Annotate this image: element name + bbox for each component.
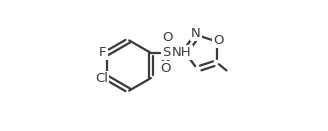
Text: O: O (214, 34, 224, 47)
Text: F: F (99, 46, 107, 59)
Text: N: N (191, 27, 201, 40)
Text: O: O (162, 31, 173, 44)
Text: S: S (162, 47, 171, 59)
Text: NH: NH (172, 47, 192, 59)
Text: Cl: Cl (95, 72, 108, 85)
Text: O: O (160, 62, 170, 75)
